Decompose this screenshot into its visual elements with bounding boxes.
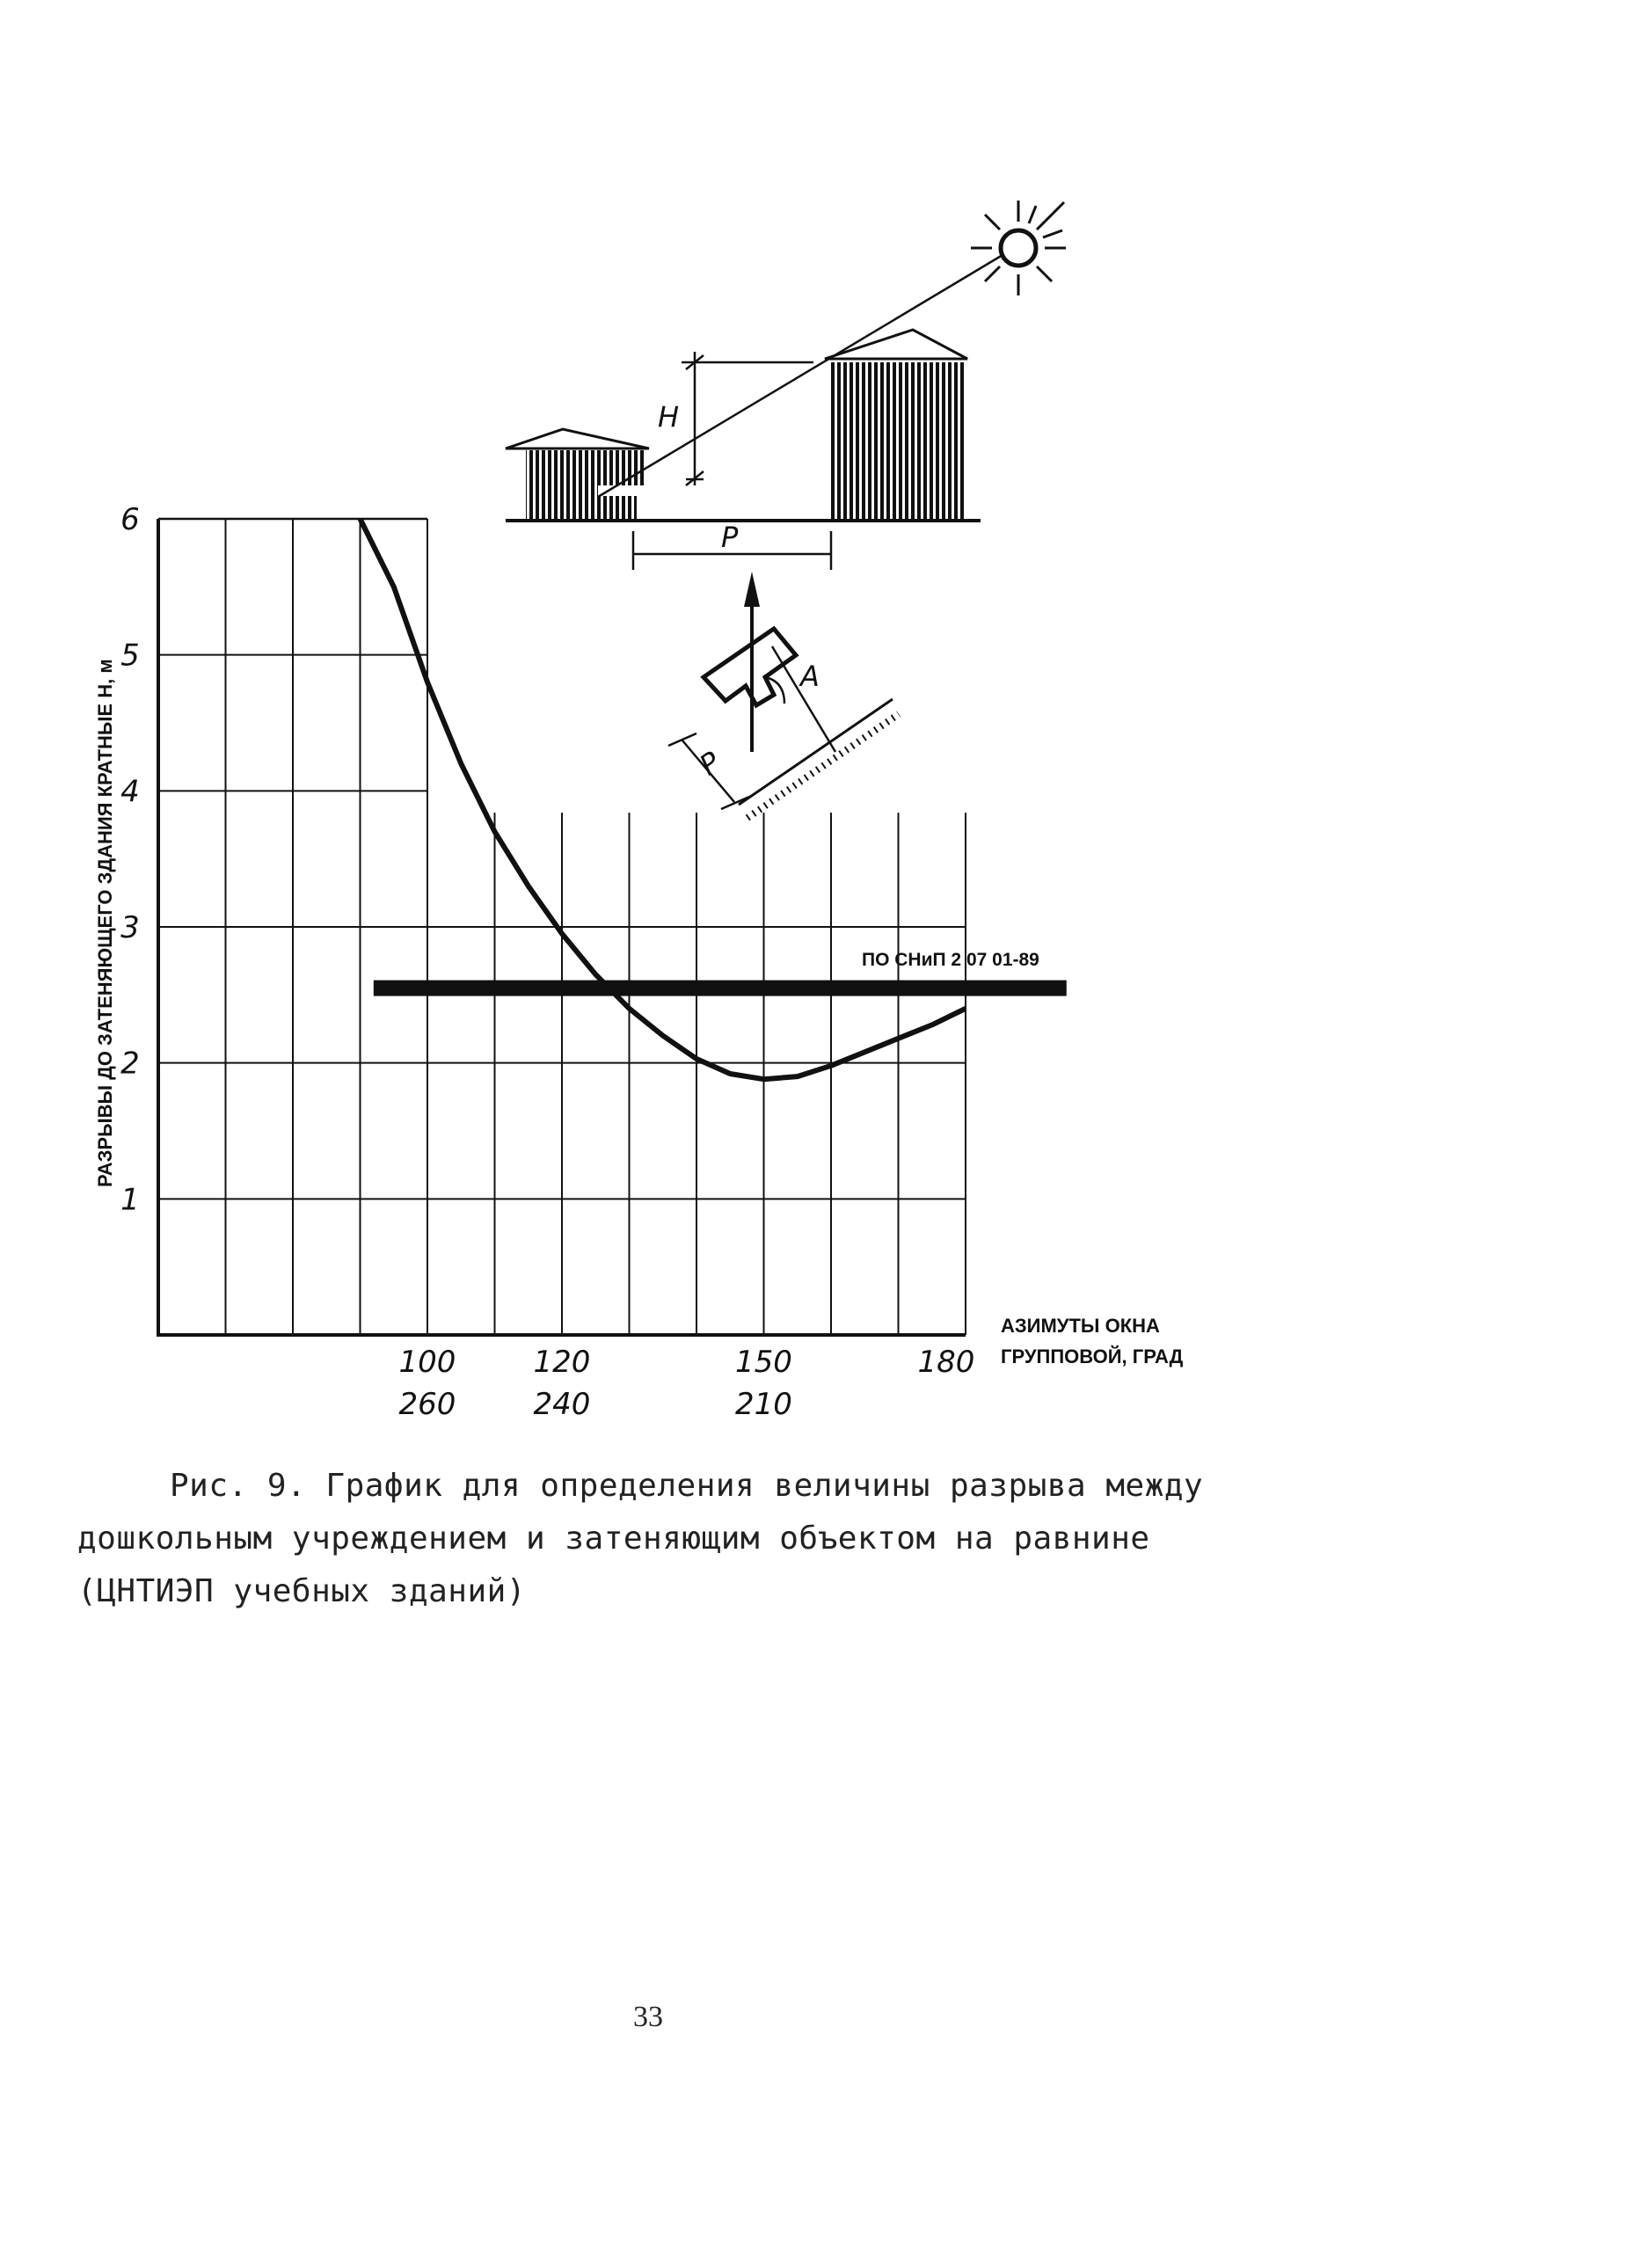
distance-dimension-top [631,531,833,570]
chart-grid [157,517,966,1337]
x-tick-labels: 100 120 150 180 260 240 210 [399,1345,975,1422]
figure-9: H P A P [94,201,1184,1422]
x-tick-label: 120 [534,1345,591,1380]
distance-perpendicular [770,645,837,753]
y-axis-title: РАЗРЫВЫ ДО ЗАТЕНЯЮЩЕГО ЗДАНИЯ КРАТНЫЕ Н,… [94,659,116,1187]
x-axis-title-line2: ГРУППОВОЙ, ГРАД [1001,1345,1184,1367]
chart: 1 2 3 4 5 6 100 120 150 180 260 240 210 [120,502,1067,1422]
y-tick-label: 1 [120,1182,140,1217]
distance-dimension-plan [667,732,750,811]
angle-label: A [798,660,820,693]
y-tick-label: 6 [120,502,140,537]
series-curve [357,517,967,1083]
height-dimension [682,352,813,486]
y-tick-label: 5 [120,638,140,674]
x-tick-label: 260 [399,1387,456,1422]
x-tick-label: 240 [534,1387,591,1422]
threshold-bar [373,980,1067,996]
x-tick-label: 150 [735,1345,792,1380]
distance-label-plan: P [693,745,726,783]
x-tick-label: 180 [918,1345,975,1380]
page-number: 33 [633,2001,663,2033]
shading-building [824,328,968,521]
threshold-label: ПО СНиП 2 07 01-89 [862,950,1039,970]
y-tick-labels: 1 2 3 4 5 6 [120,502,140,1217]
wall-hatch [738,697,901,821]
figure-caption: Рис. 9. График для определения величины … [77,1468,1204,1609]
kindergarten-building [505,427,650,519]
x-tick-label: 100 [399,1345,456,1380]
x-axis-title-line1: АЗИМУТЫ ОКНА [1001,1315,1160,1337]
y-tick-label: 3 [120,910,140,945]
threshold-layer [373,980,1067,996]
chart-curve-layer [357,517,967,1083]
height-label: H [658,400,679,434]
sun-ray [597,253,1003,499]
y-tick-label: 4 [120,774,140,809]
building-plan [700,625,799,709]
x-tick-label: 210 [735,1387,792,1422]
sun-icon [971,201,1066,295]
y-tick-label: 2 [120,1046,140,1082]
distance-label-top: P [721,521,739,554]
north-arrow-icon [744,572,760,752]
angle-arc [764,675,786,704]
